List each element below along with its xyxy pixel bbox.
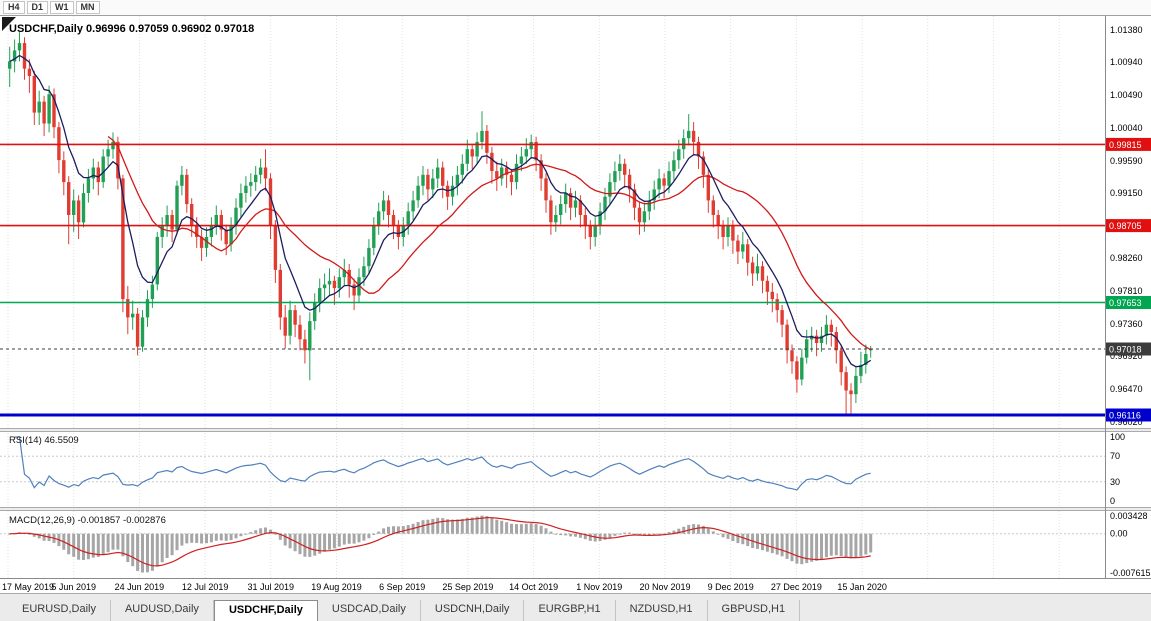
svg-text:9 Dec 2019: 9 Dec 2019	[708, 582, 754, 592]
svg-text:20 Nov 2019: 20 Nov 2019	[639, 582, 690, 592]
svg-text:0.96020: 0.96020	[1110, 417, 1143, 427]
svg-text:1.01380: 1.01380	[1110, 25, 1143, 35]
svg-text:30: 30	[1110, 477, 1120, 487]
svg-text:0.97018: 0.97018	[1109, 345, 1142, 355]
price-level-badges: 0.99815 0.98705 0.97653 0.97018 0.96116	[1106, 137, 1151, 422]
svg-text:100: 100	[1110, 432, 1125, 442]
svg-text:27 Dec 2019: 27 Dec 2019	[771, 582, 822, 592]
svg-text:1.00490: 1.00490	[1110, 90, 1143, 100]
symbol-tab-gbpusd-h1[interactable]: GBPUSD,H1	[708, 600, 801, 621]
svg-text:19 Aug 2019: 19 Aug 2019	[311, 582, 362, 592]
svg-text:0.99150: 0.99150	[1110, 188, 1143, 198]
timeframe-button-d1[interactable]: D1	[26, 1, 49, 14]
symbol-tab-usdchf-daily[interactable]: USDCHF,Daily	[213, 600, 318, 621]
symbol-tab-usdcnh-daily[interactable]: USDCNH,Daily	[421, 600, 525, 621]
svg-text:0.97810: 0.97810	[1110, 286, 1143, 296]
svg-text:1.00940: 1.00940	[1110, 57, 1143, 67]
panel-separator[interactable]	[0, 507, 1151, 511]
svg-text:-0.007615: -0.007615	[1110, 568, 1151, 578]
svg-text:0.98705: 0.98705	[1109, 221, 1142, 231]
svg-text:0.99590: 0.99590	[1110, 156, 1143, 166]
svg-text:12 Jul 2019: 12 Jul 2019	[182, 582, 229, 592]
svg-text:0.96470: 0.96470	[1110, 384, 1143, 394]
price-chart-surface[interactable]: 1.01380 1.00940 1.00490 1.00040 0.99590 0.991…	[0, 16, 1151, 593]
svg-text:0.96116: 0.96116	[1109, 411, 1141, 421]
timeframe-button-mn[interactable]: MN	[75, 1, 100, 14]
symbol-tab-audusd-daily[interactable]: AUDUSD,Daily	[111, 600, 214, 621]
svg-text:24 Jun 2019: 24 Jun 2019	[115, 582, 165, 592]
chart-region: 1.01380 1.00940 1.00490 1.00040 0.99590 0.991…	[0, 16, 1151, 593]
svg-text:6 Sep 2019: 6 Sep 2019	[379, 582, 425, 592]
horizontal-level-lines	[0, 143, 1105, 417]
svg-text:70: 70	[1110, 451, 1120, 461]
svg-text:17 May 2019: 17 May 2019	[2, 582, 54, 592]
svg-text:1 Nov 2019: 1 Nov 2019	[576, 582, 622, 592]
svg-text:14 Oct 2019: 14 Oct 2019	[509, 582, 558, 592]
svg-text:25 Sep 2019: 25 Sep 2019	[442, 582, 493, 592]
svg-text:0.97360: 0.97360	[1110, 319, 1143, 329]
candles	[8, 32, 873, 415]
rsi-line	[14, 436, 871, 491]
symbol-tab-nzdusd-h1[interactable]: NZDUSD,H1	[616, 600, 708, 621]
timeframe-toolbar: H4 D1 W1 MN	[0, 0, 1151, 16]
svg-text:31 Jul 2019: 31 Jul 2019	[248, 582, 295, 592]
macd-signal-line	[9, 517, 871, 567]
svg-text:15 Jan 2020: 15 Jan 2020	[837, 582, 887, 592]
ma-slow-line	[107, 135, 872, 351]
svg-text:0.00: 0.00	[1110, 529, 1128, 539]
symbol-tab-eurusd-daily[interactable]: EURUSD,Daily	[8, 600, 111, 621]
macd-indicator-title: MACD(12,26,9) -0.001857 -0.002876	[9, 515, 166, 526]
svg-text:0.99815: 0.99815	[1109, 140, 1142, 150]
symbol-tab-eurgbp-h1[interactable]: EURGBP,H1	[524, 600, 616, 621]
panel-separator[interactable]	[0, 428, 1151, 432]
svg-text:5 Jun 2019: 5 Jun 2019	[51, 582, 96, 592]
svg-text:0.98260: 0.98260	[1110, 253, 1143, 263]
svg-text:0.96920: 0.96920	[1110, 351, 1143, 361]
chart-corner-marker	[2, 17, 16, 31]
timeframe-button-w1[interactable]: W1	[50, 1, 74, 14]
price-axis-labels: 1.01380 1.00940 1.00490 1.00040 0.99590 0.991…	[1110, 25, 1151, 578]
symbol-tabs-bar: EURUSD,Daily AUDUSD,Daily USDCHF,Daily USDC…	[0, 593, 1151, 621]
grid-lines	[7, 16, 1060, 578]
timeframe-button-h4[interactable]: H4	[3, 1, 25, 14]
svg-text:0: 0	[1110, 496, 1115, 506]
chart-title: USDCHF,Daily 0.96996 0.97059 0.96902 0.9…	[9, 23, 255, 35]
rsi-indicator-title: RSI(14) 46.5509	[9, 435, 79, 446]
svg-text:1.00040: 1.00040	[1110, 123, 1143, 133]
symbol-tab-usdcad-daily[interactable]: USDCAD,Daily	[318, 600, 421, 621]
ma-fast-line	[9, 54, 872, 368]
svg-text:0.97653: 0.97653	[1109, 298, 1142, 308]
svg-text:0.003428: 0.003428	[1110, 511, 1148, 521]
